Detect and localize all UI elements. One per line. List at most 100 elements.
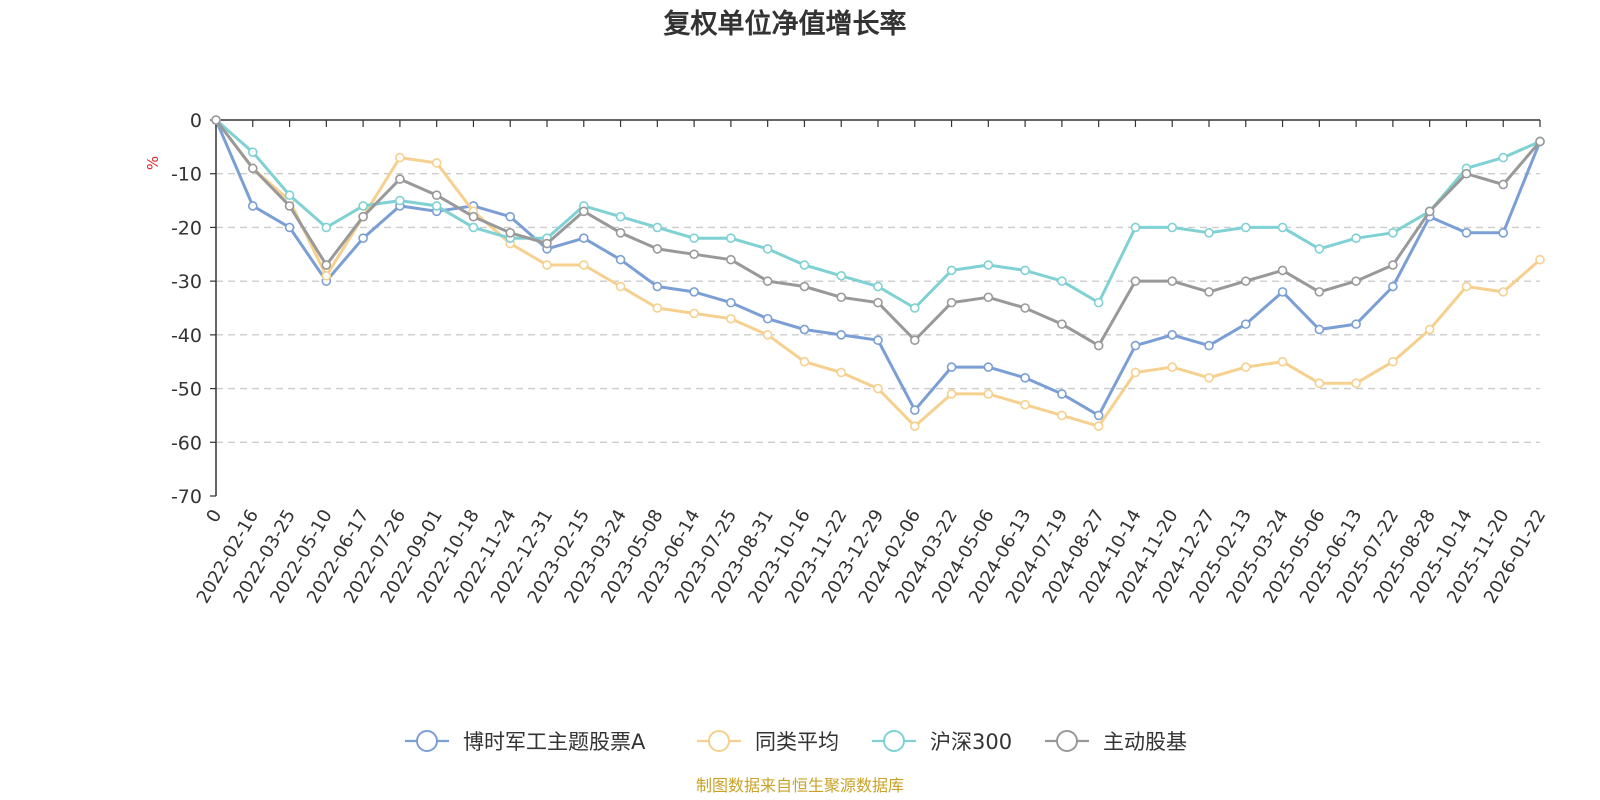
data-point — [1057, 410, 1067, 421]
data-point — [321, 260, 332, 270]
data-point — [1498, 179, 1509, 190]
data-point — [358, 211, 368, 222]
data-point — [946, 265, 957, 276]
data-point — [873, 335, 883, 346]
data-point — [542, 260, 552, 270]
data-point — [1498, 287, 1509, 297]
legend-marker — [1056, 730, 1078, 752]
data-point — [1424, 324, 1435, 335]
data-point — [1351, 378, 1361, 389]
legend-marker — [883, 730, 905, 752]
data-point — [211, 115, 221, 125]
data-point — [1167, 222, 1178, 233]
data-point — [909, 335, 920, 346]
data-point — [762, 313, 773, 324]
series-line — [214, 118, 1542, 428]
chart-title: 复权单位净值增长率 — [664, 8, 907, 40]
data-point — [247, 163, 258, 174]
grid-lines — [216, 173, 1540, 443]
data-point — [358, 233, 368, 243]
x-axis: 02022-02-162022-03-252022-05-102022-06-1… — [193, 119, 1550, 607]
data-point — [431, 201, 442, 211]
x-tick-label: 0 — [202, 506, 226, 526]
data-point — [1314, 244, 1325, 254]
data-point — [983, 260, 994, 270]
y-tick-label: -50 — [171, 379, 202, 401]
data-point — [652, 281, 663, 292]
data-point — [799, 356, 810, 367]
legend-item[interactable]: 主动股基 — [1045, 730, 1187, 754]
data-point — [1130, 222, 1141, 233]
data-point — [836, 330, 847, 340]
data-point — [1020, 373, 1030, 383]
data-point — [505, 211, 516, 222]
data-point — [284, 190, 295, 200]
data-point — [1277, 265, 1288, 276]
data-point — [689, 233, 699, 243]
data-point — [1093, 297, 1104, 308]
data-point — [983, 362, 994, 372]
data-point — [762, 244, 773, 254]
data-point — [1130, 367, 1141, 378]
data-point — [1240, 276, 1251, 286]
data-point — [247, 147, 258, 158]
series-0 — [211, 115, 1545, 421]
data-point — [1167, 362, 1178, 372]
series-1 — [211, 115, 1545, 431]
series-line — [214, 118, 1542, 348]
data-point — [1057, 389, 1067, 399]
data-point — [615, 281, 626, 292]
data-point — [946, 362, 957, 372]
series-lines — [211, 115, 1545, 431]
legend-item[interactable]: 沪深300 — [872, 730, 1012, 754]
data-point — [652, 303, 663, 313]
data-point — [1424, 206, 1435, 217]
data-point — [1314, 324, 1325, 335]
data-point — [1093, 340, 1104, 351]
legend[interactable]: 博时军工主题股票A 同类平均 沪深300 主动股基 — [405, 730, 1187, 754]
data-point — [1020, 399, 1030, 410]
data-point — [615, 228, 626, 238]
data-point — [1130, 276, 1141, 286]
data-point — [321, 222, 332, 233]
data-point — [395, 174, 405, 184]
data-point — [689, 308, 699, 319]
data-point — [1240, 319, 1251, 329]
y-tick-label: -10 — [171, 164, 202, 186]
data-point — [505, 228, 516, 238]
data-point — [1093, 421, 1104, 431]
data-point — [578, 206, 589, 217]
data-point — [983, 389, 994, 399]
data-point — [1498, 152, 1509, 163]
y-tick-label: 0 — [190, 110, 202, 132]
series-line — [214, 118, 1542, 310]
data-point — [799, 260, 810, 270]
source-note: 制图数据来自恒生聚源数据库 — [696, 776, 904, 795]
data-point — [578, 233, 589, 243]
data-point — [1204, 287, 1214, 297]
data-point — [284, 201, 295, 211]
data-point — [615, 211, 626, 222]
data-point — [468, 211, 479, 222]
legend-marker — [708, 730, 730, 752]
data-point — [1388, 281, 1398, 292]
data-point — [1204, 228, 1214, 238]
data-point — [468, 222, 479, 233]
data-point — [395, 195, 405, 206]
data-point — [1020, 265, 1030, 276]
data-point — [1167, 276, 1178, 286]
data-point — [615, 254, 626, 265]
data-point — [689, 287, 699, 297]
legend-item[interactable]: 博时军工主题股票A — [405, 730, 646, 754]
data-point — [1314, 287, 1325, 297]
y-tick-label: -20 — [171, 217, 202, 239]
data-point — [1093, 410, 1104, 421]
data-point — [1388, 228, 1398, 238]
legend-item[interactable]: 同类平均 — [697, 730, 839, 754]
legend-label: 同类平均 — [755, 730, 839, 754]
data-point — [321, 270, 332, 281]
data-point — [799, 324, 810, 335]
data-point — [1351, 233, 1361, 243]
data-point — [578, 260, 589, 270]
data-point — [1204, 373, 1214, 383]
